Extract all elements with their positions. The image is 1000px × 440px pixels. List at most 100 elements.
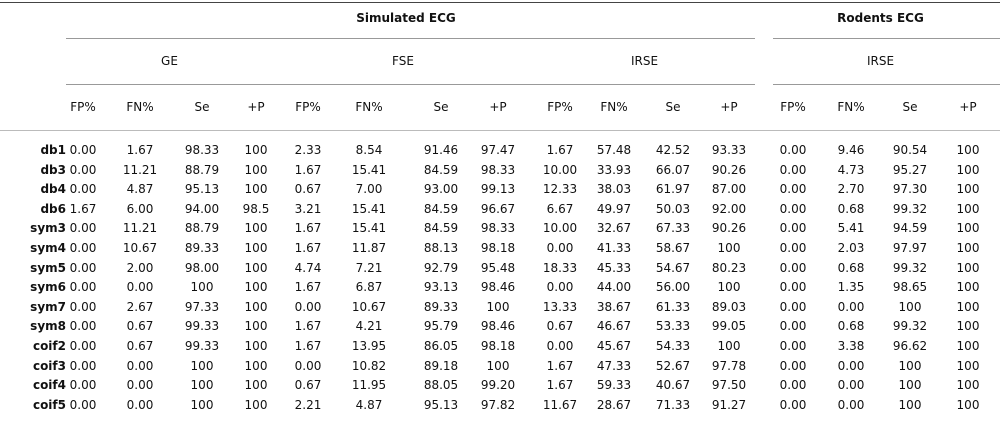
cell: 67.33 <box>655 221 691 236</box>
cell: 95.79 <box>423 319 459 334</box>
row-label: db4 <box>40 182 66 197</box>
cell: 100 <box>898 378 922 393</box>
column-header: FN% <box>126 100 154 114</box>
cell: 97.82 <box>480 397 516 412</box>
cell: 2.33 <box>294 143 322 157</box>
cell: 88.79 <box>184 221 220 236</box>
cell: 100 <box>956 339 980 353</box>
cell: 15.41 <box>351 162 387 177</box>
cell: 2.03 <box>837 241 865 255</box>
cell: 100 <box>244 358 268 373</box>
cell: 6.87 <box>355 280 383 295</box>
cell: 1.67 <box>294 319 322 334</box>
cell: 49.97 <box>596 201 632 216</box>
cell: 100 <box>244 162 268 177</box>
cell: 11.95 <box>351 378 387 393</box>
column-header: FP% <box>295 100 321 114</box>
column-header: Se <box>902 100 918 114</box>
cell: 90.26 <box>711 162 747 177</box>
cell: 100 <box>486 299 510 314</box>
cell: 92.00 <box>711 201 747 216</box>
cell: 95.13 <box>423 397 459 412</box>
cell: 89.33 <box>184 241 220 255</box>
cell: 32.67 <box>596 221 632 236</box>
cell: 0.00 <box>69 182 97 197</box>
group-rule <box>66 38 755 39</box>
cell: 15.41 <box>351 221 387 236</box>
row-label: coif2 <box>32 339 66 353</box>
cell: 0.00 <box>837 397 865 412</box>
cell: 97.78 <box>711 358 747 373</box>
cell: 8.54 <box>355 143 383 157</box>
subgroup-header: IRSE <box>866 54 895 68</box>
row-label: sym5 <box>30 260 66 275</box>
row-label: sym3 <box>30 221 66 236</box>
cell: 96.67 <box>480 201 516 216</box>
cell: 12.33 <box>542 182 578 197</box>
subgroup-header: GE <box>161 54 178 68</box>
cell: 0.00 <box>294 299 322 314</box>
cell: 52.67 <box>655 358 691 373</box>
cell: 97.50 <box>711 378 747 393</box>
cell: 44.00 <box>596 280 632 295</box>
cell: 0.00 <box>837 299 865 314</box>
cell: 100 <box>956 397 980 412</box>
cell: 0.00 <box>837 378 865 393</box>
cell: 11.87 <box>351 241 387 255</box>
cell: 0.00 <box>779 182 807 197</box>
cell: 84.59 <box>423 221 459 236</box>
cell: 0.00 <box>779 397 807 412</box>
cell: 0.00 <box>779 143 807 157</box>
cell: 99.13 <box>480 182 516 197</box>
row-label: sym6 <box>30 280 66 295</box>
cell: 0.00 <box>779 358 807 373</box>
cell: 9.46 <box>837 143 865 157</box>
cell: 54.33 <box>655 339 691 353</box>
cell: 0.00 <box>837 358 865 373</box>
cell: 42.52 <box>655 143 691 157</box>
cell: 0.67 <box>126 319 154 334</box>
cell: 0.00 <box>546 241 574 255</box>
cell: 1.67 <box>294 241 322 255</box>
row-label: db6 <box>40 201 66 216</box>
cell: 0.00 <box>69 397 97 412</box>
cell: 4.87 <box>355 397 383 412</box>
column-header: +P <box>959 100 977 114</box>
cell: 1.67 <box>294 339 322 353</box>
row-label: sym4 <box>30 241 66 255</box>
cell: 28.67 <box>596 397 632 412</box>
cell: 100 <box>244 241 268 255</box>
row-label: coif3 <box>32 358 66 373</box>
group-header: Simulated ECG <box>356 11 456 25</box>
column-header: FN% <box>355 100 383 114</box>
cell: 0.00 <box>69 241 97 255</box>
cell: 0.00 <box>779 339 807 353</box>
cell: 99.32 <box>892 201 928 216</box>
cell: 100 <box>190 397 214 412</box>
cell: 0.67 <box>294 378 322 393</box>
cell: 0.00 <box>69 378 97 393</box>
cell: 1.67 <box>126 143 154 157</box>
cell: 15.41 <box>351 201 387 216</box>
subgroup-header: FSE <box>392 54 414 68</box>
subgroup-rule <box>773 84 1000 85</box>
cell: 100 <box>956 201 980 216</box>
cell: 11.21 <box>122 162 158 177</box>
cell: 0.00 <box>546 280 574 295</box>
cell: 41.33 <box>596 241 632 255</box>
cell: 91.46 <box>423 143 459 157</box>
cell: 84.59 <box>423 162 459 177</box>
cell: 1.67 <box>546 378 574 393</box>
cell: 94.00 <box>184 201 220 216</box>
cell: 95.13 <box>184 182 220 197</box>
cell: 40.67 <box>655 378 691 393</box>
column-header: +P <box>720 100 738 114</box>
row-label: coif5 <box>32 397 66 412</box>
row-label: db3 <box>40 162 66 177</box>
cell: 0.00 <box>126 378 154 393</box>
cell: 6.00 <box>126 201 154 216</box>
cell: 0.00 <box>69 280 97 295</box>
cell: 0.00 <box>779 241 807 255</box>
cell: 0.00 <box>69 339 97 353</box>
